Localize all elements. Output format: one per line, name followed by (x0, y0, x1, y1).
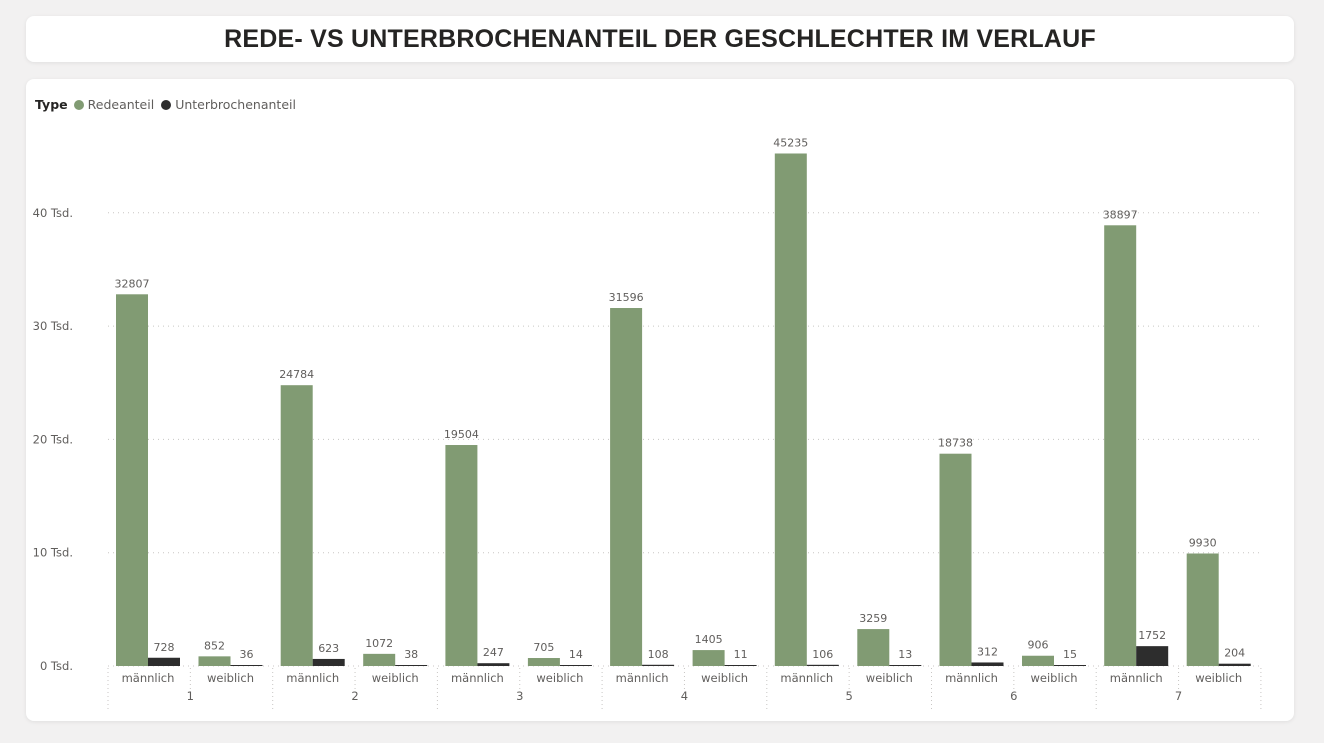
bar-unterbrochenanteil (806, 664, 839, 666)
data-label: 18738 (938, 437, 973, 450)
y-tick-label: 10 Tsd. (33, 546, 73, 560)
bar-redeanteil (445, 445, 478, 666)
bar-unterbrochenanteil (312, 658, 345, 666)
x-subcategory-label: männlich (122, 671, 175, 685)
legend-title: Type (35, 97, 68, 112)
bar-unterbrochenanteil (724, 665, 757, 666)
legend-item-redeanteil[interactable]: Redeanteil (73, 97, 155, 112)
bar-unterbrochenanteil (971, 662, 1004, 666)
bar-unterbrochenanteil (148, 657, 180, 666)
data-label: 852 (204, 639, 225, 652)
x-subcategory-label: weiblich (207, 671, 254, 685)
data-label: 13 (898, 648, 912, 661)
data-label: 705 (533, 641, 554, 654)
bar-redeanteil (857, 629, 890, 666)
x-group-label: 4 (681, 689, 688, 703)
bar-redeanteil (1104, 225, 1137, 666)
bar-unterbrochenanteil (642, 664, 675, 666)
bar-redeanteil (1022, 655, 1054, 666)
bar-unterbrochenanteil (559, 665, 592, 666)
legend-label-redeanteil: Redeanteil (87, 97, 155, 112)
legend-item-unterbrochenanteil[interactable]: Unterbrochenanteil (161, 97, 296, 112)
x-subcategory-label: weiblich (866, 671, 913, 685)
x-subcategory-label: männlich (1110, 671, 1163, 685)
y-tick-label: 0 Tsd. (40, 659, 73, 673)
data-label: 31596 (609, 291, 644, 304)
x-subcategory-label: männlich (286, 671, 339, 685)
data-label: 38897 (1103, 208, 1138, 221)
data-label: 15 (1063, 648, 1077, 661)
data-label: 11 (734, 648, 748, 661)
data-label: 1072 (365, 637, 393, 650)
x-group-label: 1 (187, 689, 194, 703)
bar-redeanteil (774, 153, 807, 667)
data-label: 24784 (279, 368, 314, 381)
legend-swatch-unterbrochenanteil (161, 99, 172, 110)
data-label: 14 (569, 648, 583, 661)
bar-unterbrochenanteil (1218, 663, 1251, 666)
data-label: 32807 (115, 277, 150, 290)
x-group-label: 7 (1175, 689, 1182, 703)
x-subcategory-label: weiblich (1195, 671, 1242, 685)
title-card: REDE- VS UNTERBROCHENANTEIL DER GESCHLEC… (26, 16, 1294, 62)
bar-unterbrochenanteil (477, 663, 510, 666)
y-tick-label: 20 Tsd. (33, 432, 73, 446)
x-subcategory-label: weiblich (372, 671, 419, 685)
chart-card: Type Redeanteil Unterbrochenanteil 0 Tsd… (26, 79, 1294, 721)
data-label: 247 (483, 646, 504, 659)
x-subcategory-label: männlich (616, 671, 669, 685)
data-label: 312 (977, 645, 998, 658)
chart-title: REDE- VS UNTERBROCHENANTEIL DER GESCHLEC… (224, 24, 1096, 53)
data-label: 728 (154, 641, 175, 654)
data-label: 3259 (859, 612, 887, 625)
y-tick-label: 40 Tsd. (33, 206, 73, 220)
x-group-label: 6 (1010, 689, 1017, 703)
bar-redeanteil (692, 650, 725, 666)
bar-unterbrochenanteil (1136, 646, 1169, 666)
bar-redeanteil (280, 385, 313, 666)
data-label: 9930 (1189, 536, 1217, 549)
data-label: 1405 (695, 633, 723, 646)
bar-unterbrochenanteil (395, 665, 428, 666)
data-label: 108 (648, 648, 669, 661)
bar-redeanteil (363, 653, 396, 666)
x-subcategory-label: weiblich (701, 671, 748, 685)
bar-chart-plot: 0 Tsd. 10 Tsd. 20 Tsd. 30 Tsd. 40 Tsd. 32807 7… (33, 136, 1262, 709)
data-label: 36 (240, 648, 254, 661)
x-subcategory-label: weiblich (536, 671, 583, 685)
x-group-label: 5 (845, 689, 852, 703)
data-label: 19504 (444, 428, 479, 441)
bar-redeanteil (527, 658, 560, 666)
legend-swatch-redeanteil (73, 99, 84, 110)
x-group-label: 3 (516, 689, 523, 703)
y-tick-label: 30 Tsd. (33, 319, 73, 333)
bar-unterbrochenanteil (230, 665, 263, 666)
bar-redeanteil (198, 656, 231, 666)
bar-unterbrochenanteil (1054, 665, 1086, 666)
data-label: 38 (404, 648, 418, 661)
x-subcategory-label: männlich (451, 671, 504, 685)
x-subcategory-label: männlich (780, 671, 833, 685)
legend: Type Redeanteil Unterbrochenanteil (35, 97, 303, 112)
x-subcategory-label: weiblich (1031, 671, 1078, 685)
bar-redeanteil (1186, 553, 1219, 666)
bar-redeanteil (116, 294, 148, 666)
bar-redeanteil (610, 308, 643, 666)
data-label: 45235 (773, 136, 808, 149)
x-subcategory-label: männlich (945, 671, 998, 685)
data-label: 204 (1224, 647, 1245, 660)
data-label: 906 (1028, 639, 1049, 652)
data-label: 623 (318, 642, 339, 655)
bar-redeanteil (939, 453, 972, 666)
bar-unterbrochenanteil (889, 665, 922, 666)
x-group-label: 2 (351, 689, 358, 703)
legend-label-unterbrochenanteil: Unterbrochenanteil (175, 97, 296, 112)
data-label: 106 (812, 648, 833, 661)
data-label: 1752 (1138, 629, 1166, 642)
